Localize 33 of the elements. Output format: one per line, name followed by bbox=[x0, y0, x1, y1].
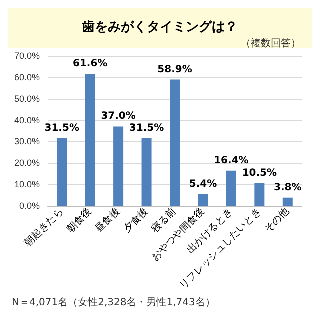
y-tick-label: 70.0% bbox=[14, 51, 40, 61]
data-label: 3.8% bbox=[274, 182, 302, 194]
y-tick-label: 60.0% bbox=[14, 72, 40, 82]
chart-title: 歯をみがくタイミングは？ bbox=[81, 20, 238, 35]
bar bbox=[85, 74, 96, 206]
x-tick-label: 昼食後 bbox=[92, 205, 122, 236]
bar bbox=[226, 170, 236, 206]
bar bbox=[57, 138, 68, 206]
bar bbox=[198, 194, 208, 206]
x-tick-label: 朝食後 bbox=[64, 205, 94, 236]
text: N＝4,071名（女性2,328名・男性1,743名） bbox=[12, 296, 216, 308]
bar bbox=[170, 80, 180, 206]
y-tick-label: 50.0% bbox=[14, 94, 40, 104]
x-tick-label: 夕食後 bbox=[120, 205, 151, 236]
y-tick-label: 40.0% bbox=[14, 115, 40, 126]
bar bbox=[282, 198, 293, 206]
x-tick-label: その他 bbox=[262, 205, 292, 236]
y-tick-label: 0.0% bbox=[19, 201, 40, 211]
y-tick-label: 10.0% bbox=[14, 180, 40, 190]
data-label: 61.6% bbox=[72, 58, 108, 70]
bar bbox=[142, 138, 152, 206]
bar bbox=[114, 126, 124, 206]
data-label: 10.5% bbox=[242, 168, 278, 179]
data-label: 58.9% bbox=[158, 64, 192, 76]
data-label: 31.5% bbox=[129, 123, 164, 134]
data-label: 5.4% bbox=[189, 178, 218, 190]
data-label: 37.0% bbox=[101, 111, 136, 122]
y-tick-label: 30.0% bbox=[14, 136, 40, 147]
data-label: 16.4% bbox=[214, 155, 249, 166]
data-label: 31.5% bbox=[44, 123, 80, 134]
chart-subtitle: （複数回答） bbox=[241, 38, 301, 50]
bar bbox=[254, 184, 265, 206]
y-tick-label: 20.0% bbox=[14, 158, 40, 168]
